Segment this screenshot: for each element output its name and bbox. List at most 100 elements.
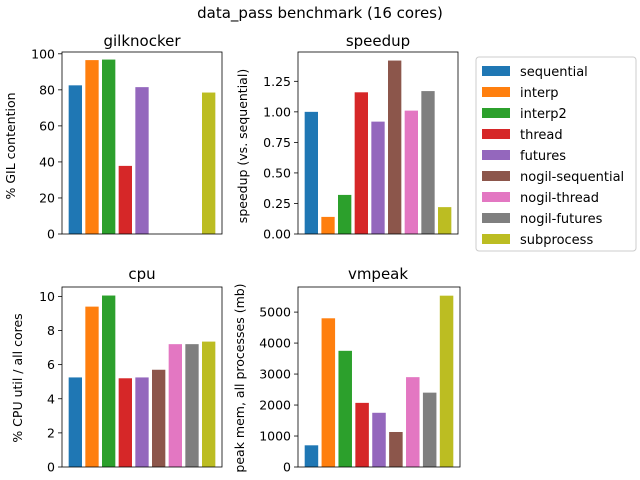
ytick-label-gilknocker: 60 [39, 118, 55, 133]
axes-frame-gilknocker [61, 51, 223, 235]
ytick-label-vmpeak: 5000 [259, 305, 291, 320]
bar-speedup-futures [371, 121, 385, 234]
bar-cpu-nogil-thread [168, 344, 182, 467]
yticks-cpu: 0 2 4 6 8 10 [39, 289, 62, 475]
bar-speedup-nogil-sequential [388, 60, 402, 234]
ytick-label-cpu: 10 [39, 289, 55, 304]
legend-frame [475, 56, 637, 252]
bar-gilknocker-futures [135, 87, 149, 234]
bar-speedup-interp2 [338, 194, 352, 234]
axes-frame-speedup [297, 51, 459, 235]
bar-cpu-nogil-futures [185, 344, 199, 467]
ytick-label-cpu: 4 [47, 391, 55, 406]
ytick-label-speedup: 1.25 [263, 74, 291, 89]
bar-cpu-sequential [68, 377, 82, 467]
panel-vmpeak: vmpeak peak mem, all processes (mb) 0 100… [232, 265, 461, 475]
legend: sequential interp interp2 thread futures nogi… [475, 56, 637, 252]
bar-speedup-nogil-thread [404, 110, 418, 234]
ytick-label-speedup: 0.50 [263, 165, 291, 180]
figure-title: data_pass benchmark (16 cores) [197, 4, 443, 23]
ytick-label-speedup: 0.25 [263, 196, 291, 211]
legend-label-futures: futures [520, 149, 566, 164]
bar-vmpeak-sequential [304, 445, 319, 467]
bar-vmpeak-thread [355, 402, 369, 467]
panel-title-cpu: cpu [128, 265, 155, 283]
legend-swatch-interp [482, 87, 510, 97]
ytick-label-gilknocker: 0 [47, 227, 55, 242]
ytick-label-cpu: 6 [47, 357, 55, 372]
yticks-speedup: 0.00 0.25 0.50 0.75 1.00 1.25 [263, 74, 298, 242]
yticks-gilknocker: 0 20 40 60 80 100 [31, 46, 62, 242]
legend-label-sequential: sequential [520, 65, 588, 80]
ytick-label-speedup: 1.00 [263, 104, 291, 119]
axes-frame-cpu [61, 286, 223, 468]
ytick-label-vmpeak: 0 [283, 460, 291, 475]
bar-cpu-nogil-sequential [152, 369, 166, 467]
ylabel-vmpeak: peak mem, all processes (mb) [232, 283, 247, 472]
legend-label-interp2: interp2 [520, 107, 567, 122]
bar-cpu-futures [135, 377, 149, 467]
legend-label-subprocess: subprocess [520, 233, 593, 248]
bar-gilknocker-interp [85, 60, 99, 234]
ytick-label-gilknocker: 40 [39, 154, 55, 169]
bar-speedup-subprocess [438, 207, 452, 234]
ytick-label-vmpeak: 1000 [259, 429, 291, 444]
legend-swatch-futures [482, 150, 510, 160]
legend-swatch-sequential [482, 66, 510, 76]
panel-speedup: speedup speedup (vs. sequential) 0.00 0.2… [235, 32, 459, 242]
bar-vmpeak-interp2 [338, 350, 352, 467]
bars-cpu [68, 295, 216, 467]
ytick-label-gilknocker: 100 [31, 46, 55, 61]
legend-label-interp: interp [520, 86, 559, 101]
ytick-label-speedup: 0.75 [263, 135, 291, 150]
panel-title-gilknocker: gilknocker [103, 32, 181, 50]
bar-cpu-interp [85, 306, 99, 467]
bar-cpu-interp2 [102, 295, 116, 467]
ytick-label-vmpeak: 2000 [259, 398, 291, 413]
legend-swatch-nogil-futures [482, 213, 510, 223]
ytick-label-speedup: 0.00 [263, 227, 291, 242]
legend-swatch-nogil-thread [482, 192, 510, 202]
bar-vmpeak-nogil-thread [406, 377, 420, 467]
bars-vmpeak [304, 295, 454, 467]
panel-title-speedup: speedup [346, 32, 410, 50]
ylabel-gilknocker: % GIL contention [3, 92, 18, 199]
legend-swatch-thread [482, 129, 510, 139]
legend-label-nogil-thread: nogil-thread [520, 191, 599, 206]
bar-gilknocker-interp2 [102, 59, 116, 235]
bar-gilknocker-subprocess [202, 92, 216, 234]
legend-swatch-interp2 [482, 108, 510, 118]
bar-gilknocker-sequential [68, 85, 82, 234]
panel-gilknocker: gilknocker % GIL contention 0 20 40 60 80 100 [3, 32, 223, 242]
bar-speedup-nogil-futures [421, 91, 435, 234]
legend-swatch-nogil-sequential [482, 171, 510, 181]
ytick-label-vmpeak: 3000 [259, 367, 291, 382]
bar-gilknocker-thread [118, 165, 132, 234]
ytick-label-gilknocker: 80 [39, 82, 55, 97]
bar-cpu-thread [118, 378, 132, 467]
bar-vmpeak-nogil-sequential [389, 431, 403, 467]
bar-vmpeak-subprocess [439, 295, 454, 467]
bars-speedup [304, 60, 452, 235]
ytick-label-cpu: 8 [47, 323, 55, 338]
ytick-label-cpu: 0 [47, 460, 55, 475]
bar-cpu-subprocess [202, 341, 216, 467]
panel-title-vmpeak: vmpeak [348, 265, 408, 283]
ylabel-speedup: speedup (vs. sequential) [235, 69, 250, 223]
panel-cpu: cpu % CPU util / all cores 0 2 4 6 8 10 [10, 265, 223, 475]
ytick-label-gilknocker: 20 [39, 190, 55, 205]
legend-swatch-subprocess [482, 234, 510, 244]
bar-vmpeak-futures [372, 412, 386, 467]
bar-vmpeak-interp [321, 318, 336, 467]
bar-speedup-thread [354, 92, 368, 235]
ytick-label-vmpeak: 4000 [259, 336, 291, 351]
ylabel-cpu: % CPU util / all cores [10, 313, 25, 442]
legend-label-nogil-futures: nogil-futures [520, 212, 603, 227]
bars-gilknocker [68, 59, 216, 235]
bar-vmpeak-nogil-futures [422, 392, 437, 467]
legend-label-nogil-sequential: nogil-sequential [520, 170, 624, 185]
legend-label-thread: thread [520, 128, 563, 143]
bar-speedup-interp [321, 216, 335, 234]
axes-frame-vmpeak [297, 286, 461, 468]
